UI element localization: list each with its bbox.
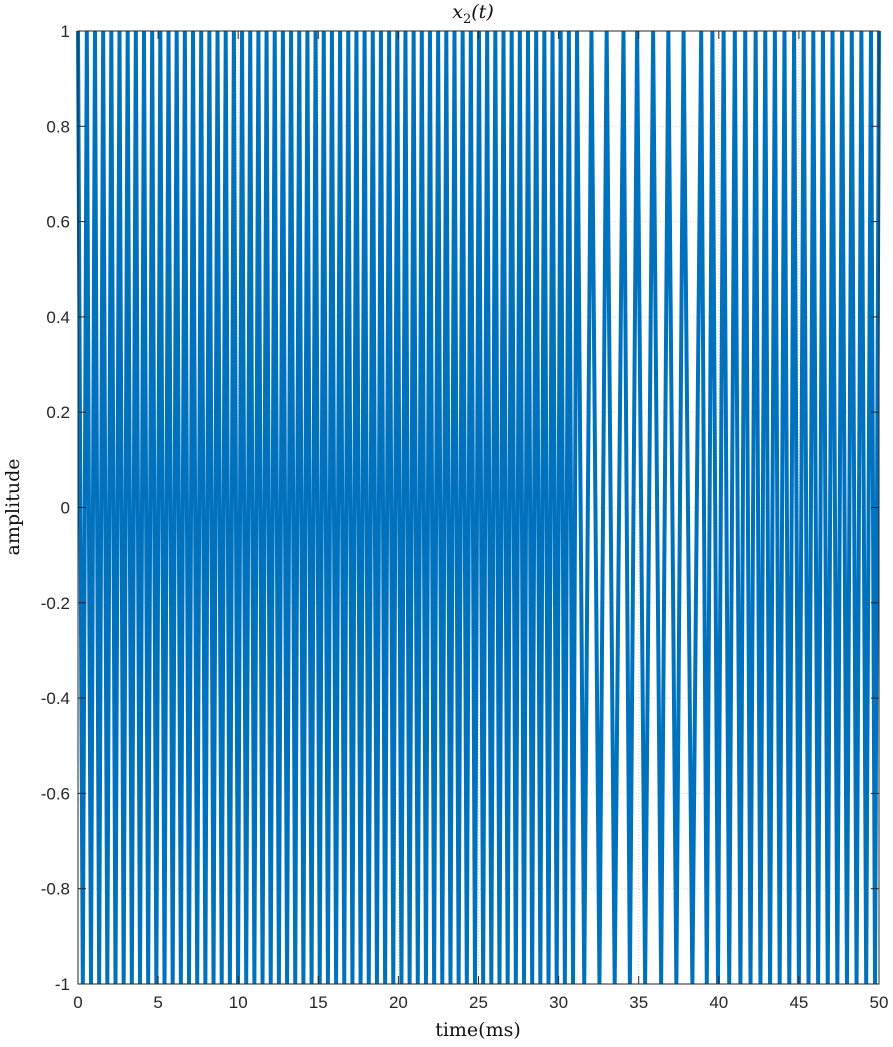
x-tick-label: 50 <box>870 993 889 1012</box>
x-tick-label: 0 <box>73 993 82 1012</box>
y-tick-label: -0.6 <box>41 784 70 803</box>
chart-title: x2(t) <box>452 1 493 27</box>
y-tick-label: 0.4 <box>46 308 70 327</box>
x-tick-label: 20 <box>389 993 408 1012</box>
y-tick-label: 0.6 <box>46 213 70 232</box>
x-tick-label: 25 <box>469 993 488 1012</box>
chart-title-suffix: (t) <box>471 1 493 23</box>
chart-title-base: x <box>452 1 463 23</box>
y-tick-labels: -1 -0.8 -0.6 -0.4 -0.2 0 0.2 0.4 0.6 0.8 1 <box>41 22 70 994</box>
y-axis-label: amplitude <box>2 459 24 556</box>
x-tick-label: 5 <box>153 993 162 1012</box>
x-axis-label: time(ms) <box>435 1019 521 1041</box>
x-tick-label: 30 <box>549 993 568 1012</box>
y-tick-label: -0.4 <box>41 689 70 708</box>
chart-title-subscript: 2 <box>463 12 471 27</box>
x-tick-label: 15 <box>309 993 328 1012</box>
y-tick-label: -0.8 <box>41 880 70 899</box>
y-tick-label: 0.8 <box>46 117 70 136</box>
y-tick-label: 0.2 <box>46 403 70 422</box>
y-tick-label: 1 <box>61 22 70 41</box>
x-tick-labels: 0 5 10 15 20 25 30 35 40 45 50 <box>73 993 888 1012</box>
x-tick-label: 45 <box>789 993 808 1012</box>
x-tick-label: 35 <box>629 993 648 1012</box>
x-tick-label: 40 <box>709 993 728 1012</box>
y-tick-label: 0 <box>61 499 70 518</box>
y-tick-label: -1 <box>55 975 70 994</box>
tick-marks <box>77 30 880 985</box>
x-tick-label: 10 <box>229 993 248 1012</box>
y-tick-label: -0.2 <box>41 594 70 613</box>
